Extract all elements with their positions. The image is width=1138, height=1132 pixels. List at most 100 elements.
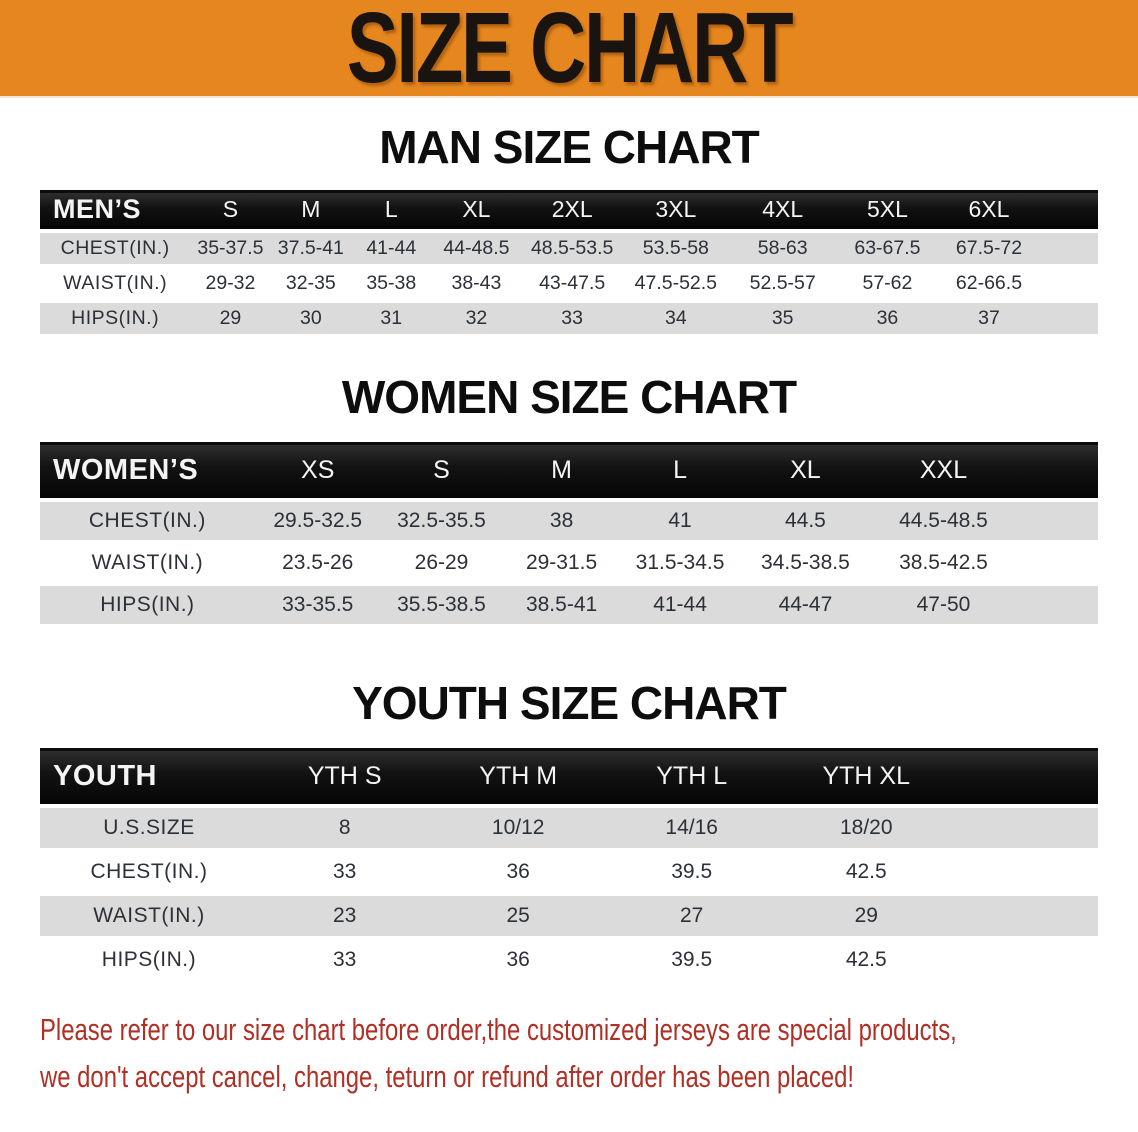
disclaimer-line-2: we don't accept cancel, change, teturn o…	[40, 1053, 1138, 1100]
measure-row-label: CHEST(IN.)	[40, 502, 255, 540]
size-column-header: YTH L	[604, 748, 779, 804]
measure-cell: 52.5-57	[728, 268, 837, 299]
measure-row-label: U.S.SIZE	[40, 808, 258, 848]
size-column-header: S	[190, 190, 271, 229]
size-column-header: YTH S	[257, 748, 432, 804]
measure-cell: 48.5-53.5	[521, 233, 623, 264]
measure-row-label: WAIST(IN.)	[40, 896, 258, 936]
filler-cell	[1039, 268, 1098, 299]
measure-row: WAIST(IN.) 23 25 27 29	[40, 896, 1098, 936]
measure-cell: 38.5-42.5	[871, 544, 1016, 582]
measure-cell: 30	[270, 303, 352, 334]
measure-cell: 38	[502, 502, 621, 540]
measure-row: U.S.SIZE 8 10/12 14/16 18/20	[40, 808, 1098, 848]
measure-cell: 31	[351, 303, 432, 334]
measure-cell: 57-62	[836, 268, 939, 299]
measure-cell: 29	[190, 303, 271, 334]
measure-cell: 44.5	[739, 502, 872, 540]
measure-cell: 36	[836, 303, 939, 334]
youth-size-table: YOUTH YTH S YTH M YTH L YTH XL U.S.SIZE 8 10/12…	[40, 744, 1098, 984]
measure-cell: 32-35	[270, 268, 352, 299]
measure-cell: 38.5-41	[502, 586, 621, 624]
size-column-header: L	[620, 442, 740, 498]
measure-cell: 34	[622, 303, 729, 334]
size-table-header-label: WOMEN’S	[40, 442, 255, 498]
measure-row: CHEST(IN.) 35-37.5 37.5-41 41-44 44-48.5 48.5…	[40, 233, 1098, 264]
measure-cell: 23.5-26	[254, 544, 381, 582]
measure-cell: 26-29	[380, 544, 503, 582]
measure-cell: 67.5-72	[938, 233, 1040, 264]
size-table-header-label: YOUTH	[40, 748, 258, 804]
measure-cell: 42.5	[778, 852, 955, 892]
size-column-header: 6XL	[938, 190, 1040, 229]
filler-cell	[1015, 544, 1098, 582]
filler-cell	[954, 748, 1098, 804]
size-table-header-label: MEN’S	[40, 190, 191, 229]
size-column-header: YTH XL	[778, 748, 955, 804]
measure-row: HIPS(IN.) 33 36 39.5 42.5	[40, 940, 1098, 980]
measure-cell: 39.5	[604, 852, 779, 892]
measure-row-label: HIPS(IN.)	[40, 303, 191, 334]
measure-cell: 58-63	[728, 233, 837, 264]
measure-cell: 44-47	[739, 586, 872, 624]
measure-row-label: HIPS(IN.)	[40, 586, 255, 624]
measure-cell: 35-38	[351, 268, 432, 299]
size-column-header: XL	[431, 190, 522, 229]
measure-row-label: WAIST(IN.)	[40, 544, 255, 582]
filler-cell	[1039, 303, 1098, 334]
measure-cell: 8	[257, 808, 432, 848]
measure-cell: 29.5-32.5	[254, 502, 381, 540]
section-youth: YOUTH SIZE CHART YOUTH YTH S YTH M YTH L YTH…	[40, 678, 1098, 984]
measure-row: HIPS(IN.) 33-35.5 35.5-38.5 38.5-41 41-44 44-…	[40, 586, 1098, 624]
measure-cell: 27	[604, 896, 779, 936]
measure-cell: 34.5-38.5	[739, 544, 872, 582]
filler-cell	[1015, 586, 1098, 624]
measure-cell: 33-35.5	[254, 586, 381, 624]
size-column-header: 4XL	[728, 190, 837, 229]
measure-cell: 29-31.5	[502, 544, 621, 582]
size-column-header: L	[351, 190, 432, 229]
measure-row-label: CHEST(IN.)	[40, 233, 191, 264]
size-column-header: M	[270, 190, 352, 229]
section-women: WOMEN SIZE CHART WOMEN’S XS S M L XL XXL CHEST(…	[40, 372, 1098, 628]
disclaimer-text-2: we don't accept cancel, change, teturn o…	[40, 1059, 855, 1094]
disclaimer: Please refer to our size chart before or…	[40, 1006, 1138, 1100]
measure-cell: 44.5-48.5	[871, 502, 1016, 540]
measure-cell: 62-66.5	[938, 268, 1040, 299]
measure-cell: 33	[521, 303, 623, 334]
filler-cell	[1015, 502, 1098, 540]
measure-cell: 33	[257, 940, 432, 980]
measure-cell: 23	[257, 896, 432, 936]
banner: SIZE CHART	[0, 0, 1138, 98]
measure-cell: 36	[431, 940, 605, 980]
measure-cell: 29	[778, 896, 955, 936]
section-men: MAN SIZE CHART MEN’S S M L XL 2XL 3XL 4XL 5XL 6XL…	[40, 122, 1098, 338]
measure-cell: 25	[431, 896, 605, 936]
women-size-table: WOMEN’S XS S M L XL XXL CHEST(IN.) 29.5-32.5 32.5…	[40, 438, 1098, 628]
measure-cell: 42.5	[778, 940, 955, 980]
measure-cell: 41-44	[351, 233, 432, 264]
measure-cell: 10/12	[431, 808, 605, 848]
filler-cell	[954, 808, 1098, 848]
filler-cell	[1039, 233, 1098, 264]
women-section-title: WOMEN SIZE CHART	[341, 371, 797, 423]
measure-row-label: CHEST(IN.)	[40, 852, 258, 892]
measure-cell: 53.5-58	[622, 233, 729, 264]
measure-row: WAIST(IN.) 23.5-26 26-29 29-31.5 31.5-34.5 34…	[40, 544, 1098, 582]
measure-cell: 41	[620, 502, 740, 540]
measure-cell: 31.5-34.5	[620, 544, 740, 582]
size-column-header: 3XL	[622, 190, 729, 229]
measure-cell: 37.5-41	[270, 233, 352, 264]
youth-section-title: YOUTH SIZE CHART	[352, 677, 787, 729]
measure-cell: 35.5-38.5	[380, 586, 503, 624]
size-column-header: 2XL	[521, 190, 623, 229]
measure-cell: 35	[728, 303, 837, 334]
measure-cell: 33	[257, 852, 432, 892]
men-size-table: MEN’S S M L XL 2XL 3XL 4XL 5XL 6XL CHEST(IN.) 35-37…	[40, 186, 1098, 338]
measure-cell: 35-37.5	[190, 233, 271, 264]
measure-row-label: WAIST(IN.)	[40, 268, 191, 299]
measure-cell: 47.5-52.5	[622, 268, 729, 299]
disclaimer-line-1: Please refer to our size chart before or…	[40, 1006, 1138, 1053]
measure-row-label: HIPS(IN.)	[40, 940, 258, 980]
measure-cell: 14/16	[604, 808, 779, 848]
